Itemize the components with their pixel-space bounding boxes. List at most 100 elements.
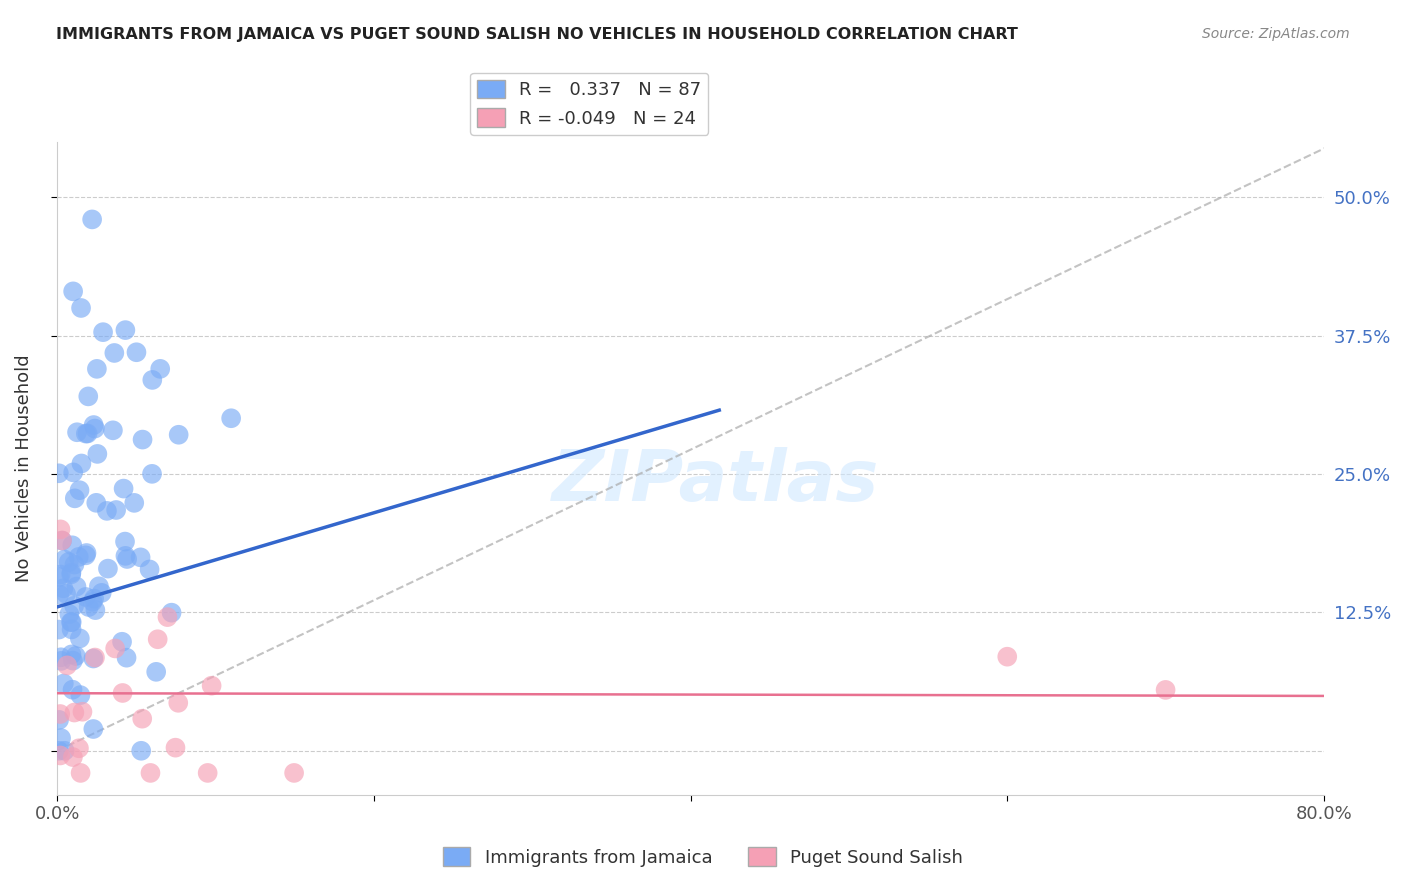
Point [48,713,70,727]
Point [66,425,89,440]
Point [53,552,76,566]
Text: Source: ZipAtlas.com: Source: ZipAtlas.com [1202,27,1350,41]
Point [197,766,219,780]
Legend: Immigrants from Jamaica, Puget Sound Salish: Immigrants from Jamaica, Puget Sound Sal… [436,840,970,874]
Point [60,615,83,629]
Point [49,650,72,665]
Point [62,285,84,299]
Point [69,688,91,702]
Point [52,676,75,690]
Point [125,345,148,359]
Point [83,418,105,433]
Point [49,522,72,536]
Point [283,766,305,780]
Point [52,582,75,596]
Point [77,389,100,403]
Point [82,212,104,227]
Point [60,538,83,552]
Text: IMMIGRANTS FROM JAMAICA VS PUGET SOUND SALISH NO VEHICLES IN HOUSEHOLD CORRELATI: IMMIGRANTS FROM JAMAICA VS PUGET SOUND S… [56,27,1018,42]
Point [49,748,72,763]
Point [75,549,97,563]
Point [55,587,77,601]
Point [67,549,90,564]
Point [49,731,72,745]
Point [115,650,138,665]
Point [62,654,84,668]
Point [48,623,70,637]
Point [70,457,93,471]
Point [115,552,138,566]
Point [72,705,94,719]
Point [63,706,86,720]
Point [67,741,90,756]
Point [69,632,91,646]
Point [63,599,86,613]
Point [56,658,79,673]
Point [51,533,73,548]
Point [146,632,169,647]
Point [48,744,70,758]
Point [48,467,70,481]
Point [59,615,82,629]
Point [111,634,134,648]
Point [167,427,190,442]
Point [82,722,104,736]
Point [75,590,97,604]
Point [219,411,242,425]
Point [995,649,1018,664]
Point [114,534,136,549]
Point [101,423,124,437]
Point [48,570,70,584]
Point [75,426,97,441]
Point [97,561,120,575]
Point [65,580,87,594]
Point [51,654,73,668]
Point [145,665,167,679]
Point [91,325,114,339]
Point [139,766,162,780]
Point [49,706,72,721]
Point [70,301,93,315]
Point [129,744,152,758]
Point [160,606,183,620]
Point [53,744,76,758]
Legend: R =   0.337   N = 87, R = -0.049   N = 24: R = 0.337 N = 87, R = -0.049 N = 24 [470,72,709,135]
Point [104,641,127,656]
Point [112,482,135,496]
Point [90,586,112,600]
Point [58,555,80,569]
Point [60,623,83,637]
Point [58,607,80,621]
Point [82,651,104,665]
Point [122,496,145,510]
Text: ZIPatlas: ZIPatlas [553,447,880,516]
Point [87,579,110,593]
Point [62,466,84,480]
Point [83,421,105,435]
Point [62,682,84,697]
Point [141,467,163,481]
Y-axis label: No Vehicles in Household: No Vehicles in Household [15,355,32,582]
Point [63,491,86,506]
Point [77,599,100,614]
Point [111,686,134,700]
Point [86,362,108,376]
Point [165,740,187,755]
Point [1154,682,1177,697]
Point [76,546,98,560]
Point [48,587,70,601]
Point [129,550,152,565]
Point [131,712,153,726]
Point [114,323,136,337]
Point [103,346,125,360]
Point [131,433,153,447]
Point [51,533,73,548]
Point [141,373,163,387]
Point [69,483,91,498]
Point [84,603,107,617]
Point [63,558,86,572]
Point [149,362,172,376]
Point [62,750,84,764]
Point [60,648,83,662]
Point [65,648,87,663]
